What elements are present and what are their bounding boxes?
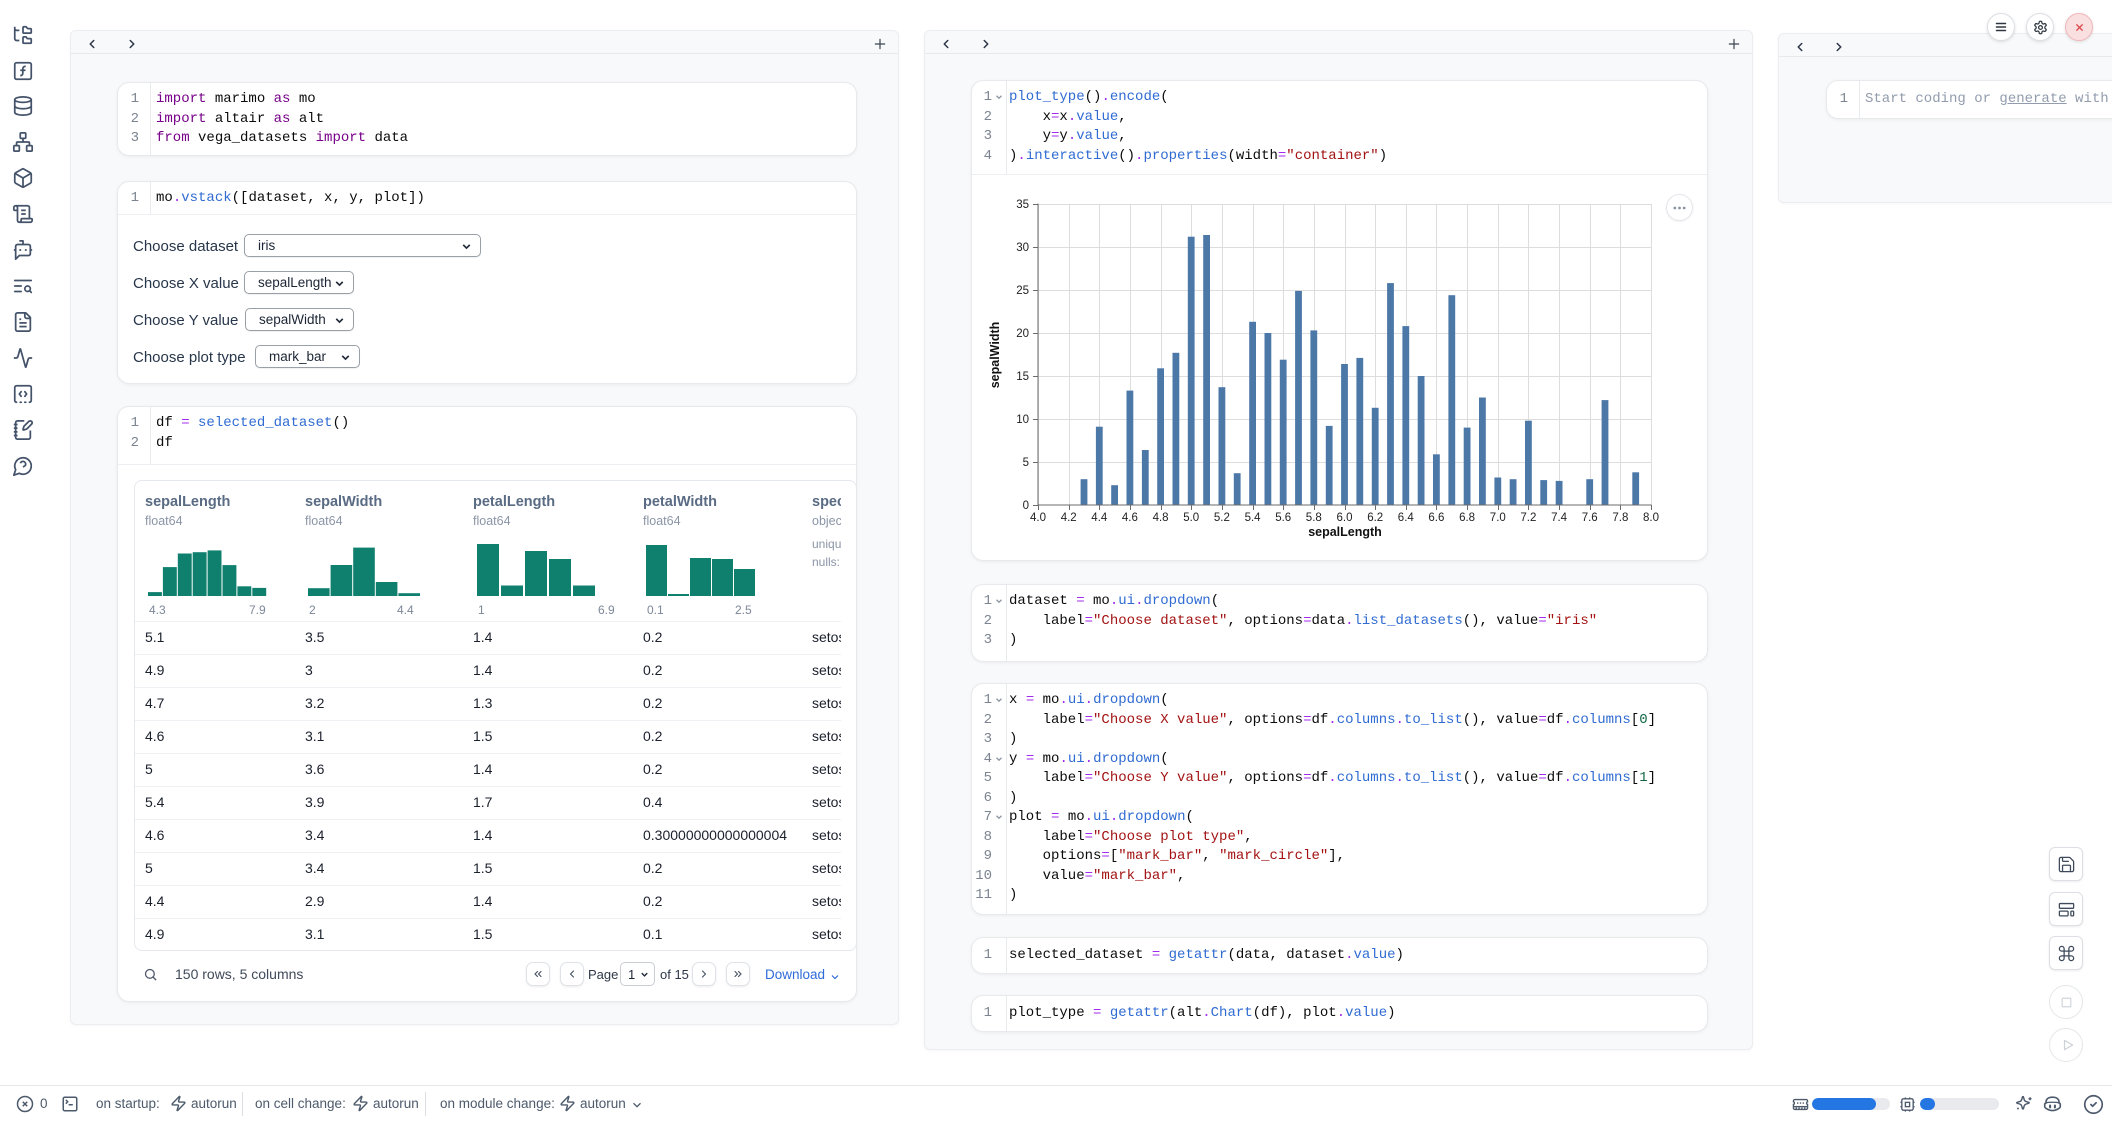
svg-text:6.4: 6.4	[1398, 512, 1415, 524]
svg-text:sepalWidth: sepalWidth	[988, 322, 1002, 389]
svg-text:25: 25	[1016, 285, 1029, 297]
svg-text:5.2: 5.2	[1214, 512, 1230, 524]
svg-text:5.0: 5.0	[1183, 512, 1199, 524]
svg-text:0: 0	[1023, 500, 1029, 512]
svg-text:30: 30	[1016, 242, 1029, 254]
svg-text:20: 20	[1016, 328, 1029, 340]
svg-text:4.2: 4.2	[1061, 512, 1077, 524]
svg-text:7.8: 7.8	[1612, 512, 1628, 524]
svg-text:6.8: 6.8	[1459, 512, 1475, 524]
svg-text:7.4: 7.4	[1551, 512, 1568, 524]
svg-text:7.6: 7.6	[1582, 512, 1598, 524]
svg-text:5: 5	[1023, 457, 1029, 469]
svg-text:8.0: 8.0	[1643, 512, 1659, 524]
svg-text:4.4: 4.4	[1091, 512, 1108, 524]
svg-text:10: 10	[1016, 414, 1029, 426]
svg-text:7.0: 7.0	[1490, 512, 1506, 524]
svg-text:6.2: 6.2	[1367, 512, 1383, 524]
svg-text:sepalLength: sepalLength	[1308, 525, 1382, 539]
svg-text:6.6: 6.6	[1428, 512, 1444, 524]
svg-text:15: 15	[1016, 371, 1029, 383]
svg-text:6.0: 6.0	[1337, 512, 1353, 524]
svg-text:5.4: 5.4	[1245, 512, 1262, 524]
svg-text:4.8: 4.8	[1153, 512, 1169, 524]
svg-text:5.6: 5.6	[1275, 512, 1291, 524]
svg-text:4.6: 4.6	[1122, 512, 1138, 524]
svg-text:7.2: 7.2	[1520, 512, 1536, 524]
svg-text:5.8: 5.8	[1306, 512, 1322, 524]
svg-text:4.0: 4.0	[1030, 512, 1046, 524]
svg-text:35: 35	[1016, 199, 1029, 211]
